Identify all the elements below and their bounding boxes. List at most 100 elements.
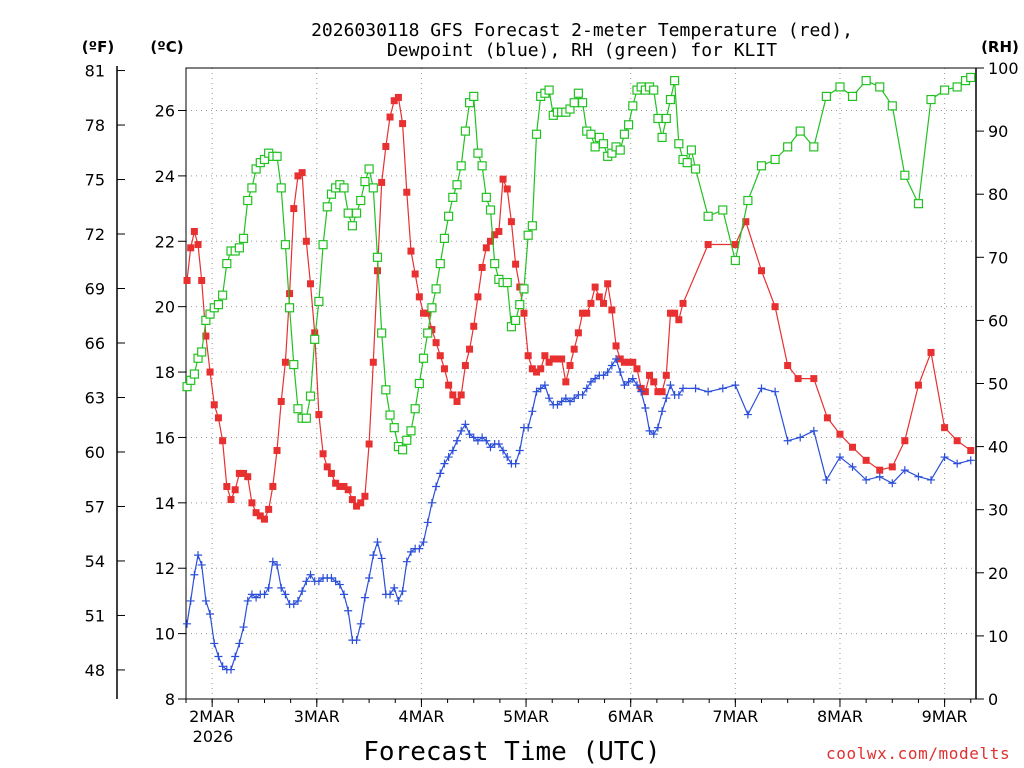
rh-point: [940, 85, 950, 95]
temperature-point: [227, 496, 235, 504]
dewpoint-point: [293, 596, 302, 605]
rh-point: [657, 132, 667, 143]
dewpoint-point: [674, 390, 683, 399]
rh-point: [590, 142, 600, 152]
dewpoint-point: [457, 426, 466, 435]
temperature-point: [453, 397, 461, 405]
temperature-point: [369, 358, 377, 366]
temperature-point: [662, 371, 670, 379]
y-tick-label-celsius: 24: [155, 167, 175, 186]
dewpoint-point: [314, 577, 323, 586]
temperature-point: [294, 172, 302, 180]
dewpoint-point: [235, 639, 244, 648]
rh-point: [431, 284, 441, 294]
rh-point: [197, 347, 207, 357]
temperature-point: [214, 414, 222, 422]
dewpoint-point: [649, 430, 658, 439]
temperature-point: [507, 218, 515, 226]
rh-point: [397, 445, 408, 455]
dewpoint-point: [231, 652, 240, 661]
series-line: [186, 357, 971, 671]
dewpoint-point: [252, 593, 261, 602]
temperature-point: [281, 358, 289, 366]
temperature-point: [486, 237, 494, 245]
dewpoint-point: [473, 436, 482, 445]
temperature-point: [461, 362, 469, 370]
temperature-point: [252, 509, 260, 517]
dewpoint-point: [356, 619, 365, 628]
rh-point: [402, 435, 412, 445]
dewpoint-point: [194, 551, 203, 560]
credit-link[interactable]: coolwx.com/modelts: [826, 744, 1011, 763]
dewpoint-point: [394, 596, 403, 605]
dewpoint-point: [427, 498, 436, 507]
temperature-point: [528, 365, 536, 373]
dewpoint-point: [373, 538, 382, 547]
rh-point: [427, 303, 437, 313]
rh-point: [619, 129, 630, 139]
y-tick-label-fahrenheit: 72: [85, 225, 105, 244]
rh-point: [322, 202, 332, 212]
dewpoint-point: [461, 420, 470, 429]
rh-point: [389, 423, 399, 433]
rh-point: [690, 164, 701, 174]
dewpoint-point: [440, 459, 449, 468]
rh-point: [682, 158, 692, 168]
dewpoint-point: [444, 453, 453, 462]
rh-point: [444, 211, 454, 221]
y-tick-label-celsius: 12: [155, 559, 175, 578]
y-tick-label-rh: 10: [988, 627, 1008, 646]
temperature-point: [849, 443, 857, 451]
dewpoint-point: [273, 560, 282, 569]
dewpoint-point: [875, 472, 884, 481]
dewpoint-point: [214, 652, 223, 661]
temperature-point: [183, 277, 191, 285]
temperature-point: [629, 358, 637, 366]
temperature-point: [449, 391, 457, 399]
y-tick-label-fahrenheit: 63: [85, 388, 105, 407]
y-tick-label-celsius: 8: [165, 690, 175, 709]
dewpoint-point: [888, 479, 897, 488]
rh-point: [213, 300, 224, 310]
rh-point: [952, 82, 962, 92]
dewpoint-point: [940, 453, 949, 462]
rh-point: [502, 277, 512, 288]
rh-point: [730, 255, 740, 266]
dewpoint-point: [607, 361, 616, 370]
temperature-point: [219, 437, 227, 445]
temperature-point: [340, 482, 348, 490]
temperature-point: [520, 309, 528, 317]
temperature-point: [365, 440, 373, 448]
series-line: [186, 96, 972, 521]
rh-point: [452, 180, 462, 190]
dewpoint-point: [340, 590, 348, 599]
dewpoint-point: [662, 394, 671, 403]
dewpoint-point: [586, 377, 595, 386]
y-tick-label-celsius: 26: [155, 102, 175, 121]
temperature-point: [436, 352, 444, 360]
temperature-point: [466, 345, 474, 353]
temperature-point: [562, 378, 570, 386]
rh-point: [569, 98, 579, 108]
rh-point: [821, 91, 831, 101]
dewpoint-point: [369, 551, 378, 560]
dewpoint-point: [743, 410, 752, 419]
dewpoint-point: [183, 619, 192, 628]
rh-point: [653, 113, 663, 124]
dewpoint-point: [268, 557, 277, 566]
x-axis-title: Forecast Time (UTC): [363, 737, 660, 767]
temperature-point: [223, 482, 231, 490]
dewpoint-point: [628, 374, 637, 383]
rh-point: [435, 259, 445, 269]
rh-point: [573, 88, 583, 98]
rh-point: [414, 378, 424, 389]
chart-subtitle: Dewpoint (blue), RH (green) for KLIT: [387, 40, 777, 61]
rh-point: [649, 85, 659, 95]
rh-point: [900, 170, 910, 180]
temperature-point: [445, 381, 453, 389]
rh-point: [515, 300, 525, 310]
dewpoint-point: [624, 377, 633, 386]
dewpoint-point: [540, 381, 549, 390]
temperature-point: [566, 362, 574, 370]
rh-point: [531, 129, 542, 139]
